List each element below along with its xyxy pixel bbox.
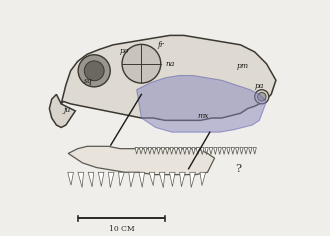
Polygon shape (144, 148, 147, 154)
Circle shape (78, 55, 110, 87)
Polygon shape (50, 94, 75, 127)
Polygon shape (68, 146, 215, 175)
Polygon shape (196, 148, 200, 155)
Text: ?: ? (235, 164, 241, 174)
Text: na: na (165, 60, 175, 68)
Polygon shape (183, 148, 186, 155)
Circle shape (84, 61, 104, 81)
Polygon shape (222, 148, 226, 154)
Text: po: po (120, 47, 130, 55)
Polygon shape (98, 172, 104, 186)
Polygon shape (139, 148, 143, 154)
Polygon shape (152, 148, 156, 154)
Polygon shape (157, 148, 160, 154)
Text: 10 CM: 10 CM (109, 225, 134, 233)
Polygon shape (205, 148, 208, 155)
Polygon shape (190, 172, 195, 188)
Polygon shape (109, 172, 114, 188)
Text: pa: pa (255, 82, 264, 90)
Polygon shape (179, 148, 182, 154)
Polygon shape (231, 148, 235, 154)
Text: fr: fr (157, 41, 164, 49)
Polygon shape (135, 148, 138, 154)
Polygon shape (218, 148, 221, 154)
Polygon shape (118, 172, 124, 186)
Polygon shape (180, 172, 185, 187)
Polygon shape (137, 76, 267, 132)
Text: mx: mx (197, 112, 209, 120)
Text: sq: sq (84, 77, 93, 85)
Polygon shape (236, 148, 239, 154)
Polygon shape (253, 148, 256, 154)
Circle shape (255, 90, 269, 104)
Polygon shape (139, 172, 145, 187)
Polygon shape (149, 172, 155, 186)
Polygon shape (88, 172, 94, 187)
Text: pm: pm (237, 62, 249, 70)
Polygon shape (129, 172, 134, 187)
Polygon shape (61, 35, 276, 120)
Text: ju: ju (63, 106, 71, 114)
Polygon shape (148, 148, 151, 154)
Polygon shape (78, 172, 83, 187)
Circle shape (257, 93, 266, 101)
Polygon shape (192, 148, 195, 155)
Polygon shape (169, 172, 175, 186)
Polygon shape (200, 172, 206, 185)
Polygon shape (214, 148, 217, 154)
Polygon shape (201, 148, 204, 155)
Polygon shape (240, 148, 243, 154)
Polygon shape (161, 148, 165, 154)
Circle shape (122, 44, 161, 83)
Polygon shape (244, 148, 248, 154)
Polygon shape (187, 148, 191, 155)
Polygon shape (170, 148, 173, 154)
Polygon shape (249, 148, 252, 154)
Polygon shape (68, 172, 74, 185)
Polygon shape (209, 148, 213, 155)
Polygon shape (166, 148, 169, 154)
Polygon shape (227, 148, 230, 154)
Polygon shape (159, 172, 165, 188)
Polygon shape (174, 148, 178, 154)
